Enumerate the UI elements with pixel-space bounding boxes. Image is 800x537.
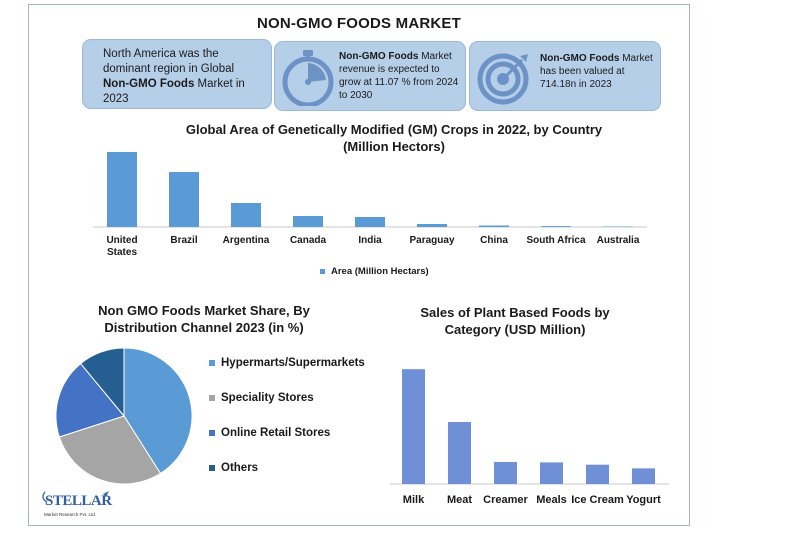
legend-swatch bbox=[209, 395, 215, 401]
x-tick-label: Argentina bbox=[222, 235, 270, 246]
stopwatch-icon bbox=[281, 50, 335, 111]
card-text: Non-GMO Foods Market has been valued at … bbox=[540, 52, 654, 91]
logo-tagline: Market Research Pvt. Ltd. bbox=[44, 512, 97, 517]
card-text-suffix: Market in 2023 bbox=[103, 78, 245, 105]
info-card-value: Non-GMO Foods Market has been valued at … bbox=[469, 41, 661, 111]
card-text-suffix: Market has been valued at 714.18n in 202… bbox=[540, 53, 653, 90]
info-card-region: North America was the dominant region in… bbox=[82, 39, 272, 109]
bar-india bbox=[355, 217, 385, 227]
target-icon bbox=[476, 50, 532, 111]
distribution-chart-title: Non GMO Foods Market Share, By Distribut… bbox=[98, 303, 310, 335]
page-title: NON-GMO FOODS MARKET bbox=[257, 15, 461, 32]
x-tick-label: Milk bbox=[402, 494, 425, 506]
logo-name: STELLAR bbox=[45, 493, 112, 509]
card-text-bold: Non-GMO Foods bbox=[540, 53, 620, 64]
bar-australia bbox=[603, 226, 633, 227]
card-text-prefix: North America was the dominant region in… bbox=[103, 48, 235, 75]
x-tick-label: South Africa bbox=[526, 235, 586, 246]
stellar-logo: STELLAR Market Research Pvt. Ltd. bbox=[39, 488, 129, 522]
card-text-bold: Non-GMO Foods bbox=[103, 78, 195, 90]
bar-yogurt bbox=[632, 468, 655, 484]
bar-china bbox=[479, 225, 509, 227]
legend-item: Online Retail Stores bbox=[209, 427, 330, 439]
gm-crops-legend: Area (Million Hectars) bbox=[320, 266, 429, 277]
gm-crops-chart-title: Global Area of Genetically Modified (GM)… bbox=[185, 122, 603, 154]
gm-crops-bar-chart bbox=[93, 152, 647, 228]
x-tick-label: Canada bbox=[289, 235, 327, 246]
legend-label: Hypermarts/Supermarkets bbox=[221, 357, 365, 369]
bar-paraguay bbox=[417, 224, 447, 227]
legend-swatch bbox=[209, 465, 215, 471]
info-card-growth: Non-GMO Foods Market revenue is expected… bbox=[274, 41, 466, 111]
x-tick-label: Yogurt bbox=[626, 494, 661, 506]
card-text-suffix: Market revenue is expected to grow at 11… bbox=[339, 51, 459, 101]
x-tick-label: India bbox=[358, 235, 382, 246]
distribution-pie-chart bbox=[55, 347, 193, 485]
bar-creamer bbox=[494, 461, 517, 484]
infographic-frame: NON-GMO FOODS MARKET North America was t… bbox=[28, 4, 690, 526]
x-tick-label: Paraguay bbox=[409, 235, 455, 246]
bar-meat bbox=[448, 422, 471, 484]
x-tick-label: Ice Cream bbox=[571, 494, 624, 506]
legend-label: Speciality Stores bbox=[221, 392, 314, 404]
card-text: North America was the dominant region in… bbox=[103, 47, 263, 107]
legend-label: Online Retail Stores bbox=[221, 427, 331, 439]
bar-brazil bbox=[169, 172, 199, 227]
x-tick-label: China bbox=[480, 235, 508, 246]
plant-sales-bar-chart bbox=[390, 369, 669, 485]
x-tick-label: United States bbox=[106, 235, 138, 258]
pie-slice-online-retail-stores bbox=[55, 362, 125, 438]
bar-milk bbox=[402, 369, 425, 484]
x-tick-label: Meals bbox=[536, 494, 567, 506]
bar-meals bbox=[540, 462, 563, 484]
x-tick-label: Creamer bbox=[483, 494, 528, 506]
bar-united-states bbox=[107, 152, 137, 227]
x-tick-label: Meat bbox=[446, 494, 473, 506]
legend-swatch bbox=[209, 430, 215, 436]
legend-item: Hypermarts/Supermarkets bbox=[209, 357, 365, 369]
stellar-logo-mark bbox=[42, 491, 109, 503]
legend-item: Speciality Stores bbox=[209, 392, 314, 404]
legend-swatch bbox=[320, 269, 325, 274]
legend-label: Others bbox=[221, 462, 259, 474]
bar-south-africa bbox=[541, 226, 571, 227]
legend-label: Area (Million Hectars) bbox=[331, 266, 429, 277]
x-tick-label: Australia bbox=[596, 235, 640, 246]
x-tick-label: Brazil bbox=[170, 235, 198, 246]
bar-argentina bbox=[231, 203, 261, 227]
card-text: Non-GMO Foods Market revenue is expected… bbox=[339, 50, 463, 102]
pie-slice-others bbox=[79, 347, 125, 418]
legend-swatch bbox=[209, 360, 215, 366]
bar-ice-cream bbox=[586, 464, 609, 484]
card-text-bold: Non-GMO Foods bbox=[339, 51, 419, 62]
plant-sales-chart-title: Sales of Plant Based Foods by Category (… bbox=[420, 305, 610, 337]
bar-canada bbox=[293, 216, 323, 227]
pie-slice-speciality-stores bbox=[58, 415, 162, 485]
legend-item: Others bbox=[209, 462, 258, 474]
